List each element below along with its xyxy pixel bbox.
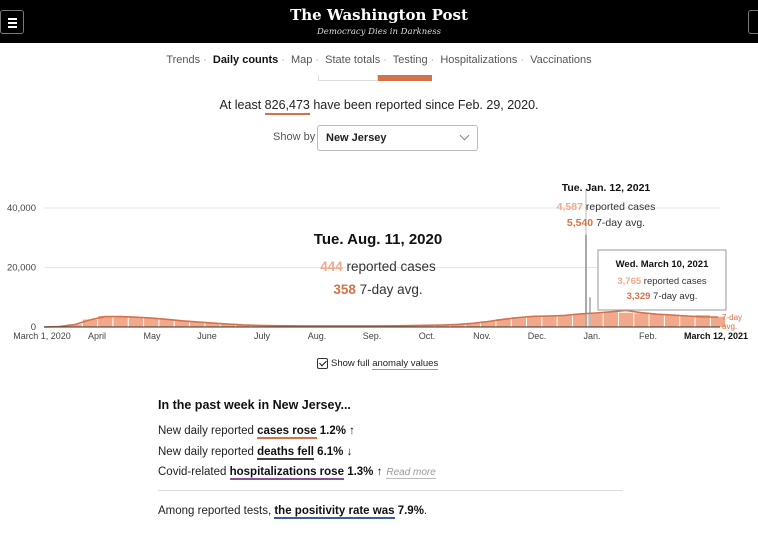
annotation-reported: 4,587 reported cases [557,201,656,213]
deaths-trend-row: New daily reported deaths fell 6.1% ↓ [158,446,353,460]
bar [205,323,220,327]
menu-button[interactable] [0,10,24,34]
bar [634,313,649,327]
bar [190,321,205,327]
state-select[interactable]: New Jersey [317,125,478,151]
x-tick-label: March 12, 2021 [684,331,748,341]
account-button[interactable] [748,10,758,34]
x-tick-label: Oct. [419,331,436,341]
nav-trends[interactable]: Trends [166,54,201,66]
bar [419,325,435,327]
annotation-title: Tue. Aug. 11, 2020 [314,231,442,248]
site-tagline: Democracy Dies in Darkness [316,27,442,37]
bar [603,312,618,327]
bar [649,314,664,327]
tooltip-title: Wed. March 10, 2021 [616,259,709,270]
total-summary: At least 826,473 have been reported sinc… [0,98,758,115]
chevron-down-icon [459,130,470,141]
cases-trend-row: New daily reported cases rose 1.2% ↑ [158,425,355,439]
bar [144,318,159,327]
section-nav: Trends · Daily counts · Map · State totals ·… [166,54,592,66]
bar [128,317,144,327]
x-tick-label: March 1, 2020 [13,331,71,341]
x-tick-label: April [88,331,106,341]
bar [527,315,542,327]
bar [588,313,603,327]
bar [450,324,465,327]
bar [67,324,82,327]
divider [158,490,623,491]
x-tick-label: Aug. [308,331,327,341]
x-tick-label: May [143,331,161,341]
anomaly-toggle[interactable]: Show full anomaly values [317,358,439,370]
x-tick-label: Jan. [583,331,600,341]
arrow-down-icon: ↓ [346,446,353,458]
nav-vaccinations[interactable]: Vaccinations [530,54,592,66]
total-count: 826,473 [264,98,310,115]
bar [159,319,174,327]
x-tick-label: Dec. [528,331,547,341]
tab-indicator-active [378,75,432,81]
annotation-title: Tue. Jan. 12, 2021 [562,182,651,194]
past-week-title: In the past week in New Jersey... [158,398,351,412]
positivity-row: Among reported tests, the positivity rat… [158,505,428,519]
bar [98,315,113,327]
x-tick-label: Feb. [639,331,657,341]
bar [235,324,251,327]
bar [435,324,450,327]
bar [82,319,98,327]
hospitalizations-trend-row: Covid-related hospitalizations rose 1.3%… [158,466,436,480]
anomaly-link[interactable]: anomaly values [372,358,439,370]
tooltip-avg: 3,329 7-day avg. [627,291,698,302]
bar [542,316,557,327]
anomaly-spike [589,297,591,327]
tooltip-box [597,249,727,311]
show-by-label: Show by [273,131,316,143]
bar [174,320,190,327]
y-tick-label: 40,000 [7,203,36,214]
hamburger-icon [8,18,17,20]
read-more-link[interactable]: Read more [386,467,436,479]
seven-day-avg-line [43,309,719,328]
end-label: avg. [722,322,737,331]
bar [557,315,572,327]
bar [680,315,695,327]
y-tick-label: 0 [31,322,36,333]
anomaly-checkbox[interactable] [317,358,328,369]
nav-state-totals[interactable]: State totals [325,54,381,66]
end-label: 7-day [722,313,742,322]
site-logo[interactable]: The Washington Post [290,6,468,24]
bar [618,312,634,327]
x-tick-label: Nov. [473,331,491,341]
bar [113,316,128,327]
arrow-up-icon: ↑ [376,466,383,478]
bar [511,317,527,327]
bar [481,321,496,327]
bar [710,316,726,327]
annotation-avg: 5,540 7-day avg. [567,217,645,229]
y-tick-label: 20,000 [7,263,36,274]
top-bar: The Washington Post Democracy Dies in Da… [0,0,758,43]
nav-daily-counts[interactable]: Daily counts [212,54,279,66]
arrow-up-icon: ↑ [349,425,355,437]
bar [572,314,588,327]
bar [664,315,680,327]
bar [695,315,710,327]
tooltip-reported: 3,765 reported cases [617,276,707,287]
x-tick-label: Sep. [363,331,382,341]
bar [496,318,511,327]
bar [465,323,481,327]
nav-hospitalizations[interactable]: Hospitalizations [440,54,518,66]
annotation-reported: 444 reported cases [320,259,436,274]
nav-map[interactable]: Map [291,54,313,66]
x-tick-label: July [254,331,271,341]
x-tick-label: June [197,331,217,341]
annotation-avg: 358 7-day avg. [333,282,422,297]
nav-testing[interactable]: Testing [392,54,428,66]
tab-indicator-inactive [318,75,378,81]
bar [220,324,235,327]
state-select-value: New Jersey [326,132,387,144]
